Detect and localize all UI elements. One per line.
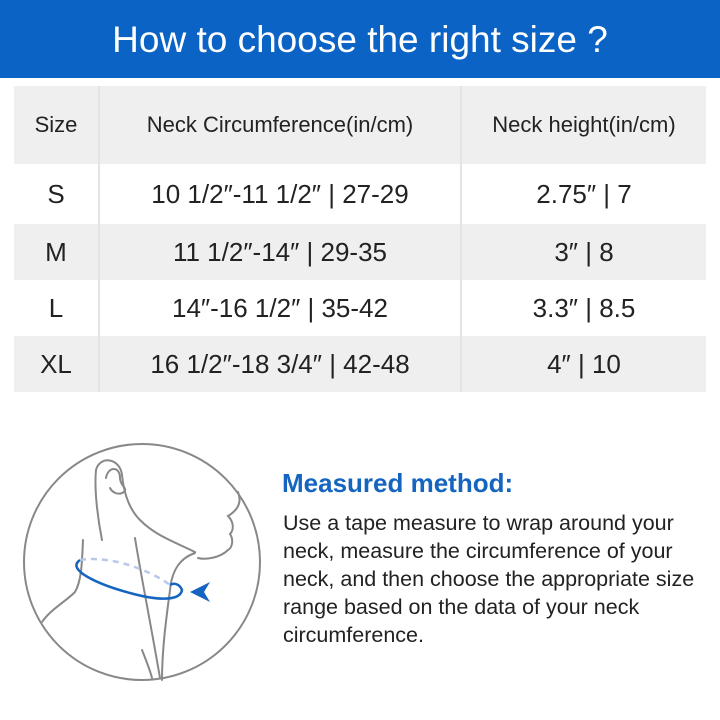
tape-measure [75, 558, 184, 600]
head-outline [94, 459, 196, 553]
face-outline [197, 491, 241, 560]
circumference-cell: 11 1/2″-14″ | 29-35 [98, 224, 462, 280]
circumference-cell: 16 1/2″-18 3/4″ | 42-48 [98, 336, 462, 392]
table-header: Size Neck Circumference(in/cm) Neck heig… [14, 86, 706, 164]
ear-icon [105, 468, 127, 495]
size-cell: XL [40, 348, 72, 379]
throat-outline [161, 552, 196, 681]
table-row: L 14″-16 1/2″ | 35-42 3.3″ | 8.5 [14, 280, 706, 336]
page-title: How to choose the right size ? [0, 0, 720, 78]
tape-back [79, 557, 171, 587]
header-circumference: Neck Circumference(in/cm) [98, 86, 462, 164]
method-title: Measured method: [282, 468, 514, 498]
size-table: Size Neck Circumference(in/cm) Neck heig… [14, 86, 706, 392]
method-description: Use a tape measure to wrap around your n… [283, 511, 695, 647]
circumference-cell: 14″-16 1/2″ | 35-42 [98, 280, 462, 336]
table-row: M 11 1/2″-14″ | 29-35 3″ | 8 [14, 224, 706, 280]
size-cell: S [47, 178, 65, 209]
neck-measurement-illustration [23, 443, 261, 681]
neck-line [134, 537, 161, 679]
table-row: S 10 1/2″-11 1/2″ | 27-29 2.75″ | 7 [14, 164, 706, 224]
size-cell: M [45, 236, 67, 267]
height-cell: 2.75″ | 7 [536, 178, 632, 209]
table-row: XL 16 1/2″-18 3/4″ | 42-48 4″ | 10 [14, 336, 706, 392]
header-height: Neck height(in/cm) [492, 112, 676, 137]
arrow-icon [190, 582, 210, 602]
header-size: Size [34, 112, 78, 137]
collar-line [141, 649, 153, 679]
height-cell: 3.3″ | 8.5 [532, 292, 636, 323]
height-cell: 3″ | 8 [554, 236, 614, 267]
frame-circle [23, 443, 261, 681]
circumference-cell: 10 1/2″-11 1/2″ | 27-29 [98, 164, 462, 224]
back-neck-outline [41, 539, 84, 623]
size-cell: L [48, 292, 64, 323]
height-cell: 4″ | 10 [547, 348, 621, 379]
